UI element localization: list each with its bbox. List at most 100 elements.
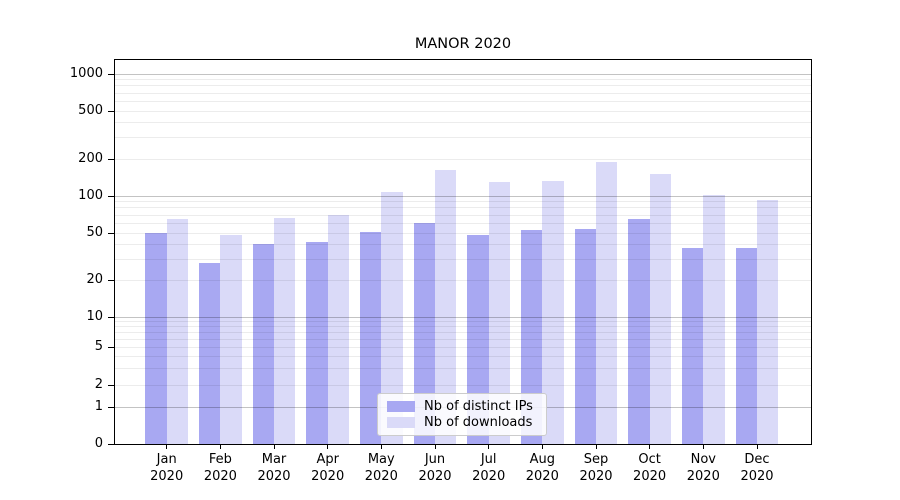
y-tick-label-10: 10 [86,309,103,324]
bar-downloads-may [381,191,403,444]
x-tick-feb [219,445,221,449]
year-label: 2020 [740,469,774,484]
y-tick-label-100: 100 [78,188,103,203]
x-tick-mar [273,445,275,449]
bar-ips-mar [252,244,274,444]
y-tick-50 [108,232,115,234]
minor-gridline [115,137,811,139]
x-tick-may [380,445,382,449]
year-label: 2020 [633,469,667,484]
bar-ips-feb [199,262,221,444]
bar-downloads-apr [327,215,349,444]
year-label: 2020 [150,469,184,484]
major-gridline [115,195,811,197]
y-tick-1000 [108,73,115,75]
y-tick-20 [108,279,115,281]
y-tick-0 [108,443,115,445]
month-label: Aug [529,452,555,467]
bar-ips-dec [735,248,757,444]
x-tick-label-sep: Sep 2020 [556,451,636,485]
year-label: 2020 [525,469,559,484]
x-tick-label-feb: Feb 2020 [180,451,260,485]
x-tick-label-jul: Jul 2020 [449,451,529,485]
bar-downloads-jun [435,169,457,444]
minor-gridline [115,158,811,160]
year-label: 2020 [203,469,237,484]
x-tick-dec [756,445,758,449]
y-tick-label-500: 500 [78,103,103,118]
x-tick-nov [702,445,704,449]
month-label: Dec [744,452,770,467]
month-label: Jan [156,452,177,467]
bar-downloads-dec [757,199,779,444]
minor-gridline [115,346,811,348]
minor-gridline [115,201,811,203]
bar-downloads-feb [220,235,242,444]
minor-gridline [115,321,811,323]
year-label: 2020 [472,469,506,484]
bar-downloads-mar [274,218,296,444]
bar-ips-may [360,231,382,444]
bar-ips-nov [682,248,704,444]
minor-gridline [115,222,811,224]
major-gridline [115,316,811,318]
y-tick-label-200: 200 [78,151,103,166]
x-tick-label-dec: Dec 2020 [717,451,797,485]
month-label: Jul [480,452,497,467]
year-label: 2020 [311,469,345,484]
major-gridline [115,73,811,75]
x-tick-apr [327,445,329,449]
bar-downloads-oct [649,174,671,444]
legend-label: Nb of downloads [424,415,533,431]
year-label: 2020 [686,469,720,484]
year-label: 2020 [257,469,291,484]
minor-gridline [115,258,811,260]
minor-gridline [115,331,811,333]
minor-gridline [115,384,811,386]
x-tick-aug [541,445,543,449]
minor-gridline [115,243,811,245]
bar-downloads-jan [166,219,188,444]
month-label: Apr [316,452,339,467]
month-label: Nov [690,452,716,467]
y-tick-5 [108,346,115,348]
year-label: 2020 [579,469,613,484]
legend-entry: Nb of downloads [387,415,537,430]
year-label: 2020 [418,469,452,484]
minor-gridline [115,279,811,281]
minor-gridline [115,232,811,234]
y-tick-1 [108,406,115,408]
year-label: 2020 [364,469,398,484]
y-tick-100 [108,195,115,197]
x-tick-label-jan: Jan 2020 [127,451,207,485]
minor-gridline [115,207,811,209]
minor-gridline [115,122,811,124]
minor-gridline [115,85,811,87]
bar-ips-sep [574,228,596,444]
y-tick-2 [108,384,115,386]
month-label: Jun [424,452,446,467]
y-tick-label-5: 5 [94,339,103,354]
minor-gridline [115,79,811,81]
x-tick-label-oct: Oct 2020 [610,451,690,485]
minor-gridline [115,326,811,328]
bar-ips-aug [521,229,543,444]
bar-ips-oct [628,219,650,444]
y-tick-200 [108,158,115,160]
bar-downloads-sep [596,161,618,444]
minor-gridline [115,100,811,102]
y-tick-label-1000: 1000 [69,66,103,81]
y-tick-label-0: 0 [94,436,103,451]
bar-ips-jun [413,223,435,444]
x-tick-jul [488,445,490,449]
x-tick-oct [649,445,651,449]
x-tick-label-apr: Apr 2020 [288,451,368,485]
minor-gridline [115,355,811,357]
bar-downloads-nov [703,194,725,444]
minor-gridline [115,367,811,369]
x-tick-sep [595,445,597,449]
bar-downloads-jul [488,182,510,444]
bar-ips-apr [306,241,328,444]
y-tick-500 [108,110,115,112]
